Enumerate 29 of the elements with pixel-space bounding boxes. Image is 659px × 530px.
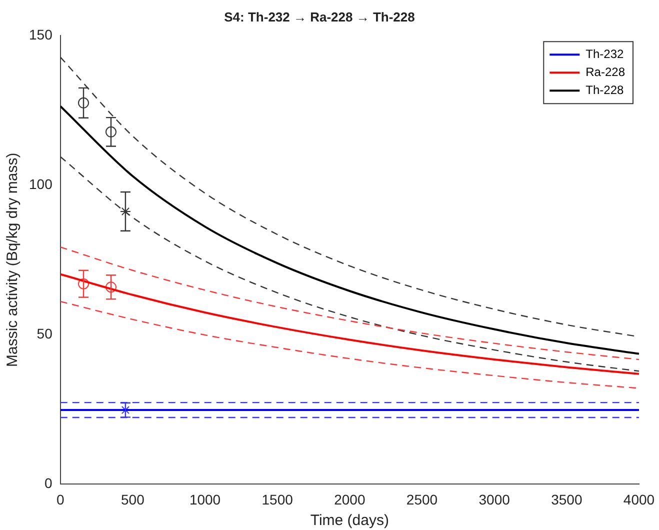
x-tick-label: 4000: [623, 491, 655, 508]
y-tick-label: 100: [29, 176, 53, 192]
line-series: [60, 156, 639, 372]
x-tick-label: 3500: [551, 491, 582, 508]
point: [120, 206, 131, 217]
point: [105, 126, 116, 138]
legend-label: Th-228: [586, 82, 624, 97]
x-tick-label: 1000: [189, 491, 221, 508]
point: [78, 278, 90, 290]
legend-label: Th-232: [586, 46, 624, 61]
y-tick-label: 0: [44, 475, 53, 492]
legend-label: Ra-228: [586, 64, 626, 79]
y-tick-label: 150: [29, 26, 53, 42]
line-series: [60, 273, 639, 375]
x-tick-label: 500: [121, 491, 145, 508]
x-tick-label: 1500: [262, 491, 294, 508]
y-tick-label: 50: [36, 326, 53, 342]
x-tick-label: 0: [56, 491, 64, 508]
point: [78, 97, 90, 108]
x-tick-label: 3000: [478, 491, 510, 508]
point: [105, 282, 116, 293]
x-tick-label: 2000: [334, 491, 366, 508]
line-series: [60, 300, 639, 389]
line-series: [60, 105, 639, 355]
chart-title: S4: Th-232 → Ra-228 → Th-228: [224, 9, 415, 24]
x-tick-label: 2500: [406, 491, 438, 508]
line-series: [60, 246, 639, 360]
x-axis-title: Time (days): [310, 512, 389, 530]
y-axis-title: Massic activity (Bq/kg dry mass): [4, 152, 22, 368]
